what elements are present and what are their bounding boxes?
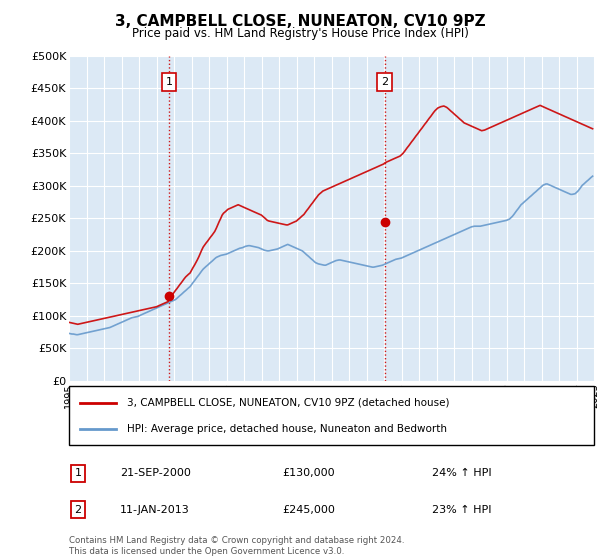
Text: 2: 2: [381, 77, 388, 87]
Text: £245,000: £245,000: [282, 505, 335, 515]
Text: 3, CAMPBELL CLOSE, NUNEATON, CV10 9PZ (detached house): 3, CAMPBELL CLOSE, NUNEATON, CV10 9PZ (d…: [127, 398, 449, 408]
Text: £130,000: £130,000: [282, 468, 335, 478]
Text: Contains HM Land Registry data © Crown copyright and database right 2024.
This d: Contains HM Land Registry data © Crown c…: [69, 536, 404, 556]
Text: 21-SEP-2000: 21-SEP-2000: [120, 468, 191, 478]
Text: 24% ↑ HPI: 24% ↑ HPI: [432, 468, 491, 478]
Text: 1: 1: [166, 77, 173, 87]
Text: HPI: Average price, detached house, Nuneaton and Bedworth: HPI: Average price, detached house, Nune…: [127, 424, 447, 434]
Text: 3, CAMPBELL CLOSE, NUNEATON, CV10 9PZ: 3, CAMPBELL CLOSE, NUNEATON, CV10 9PZ: [115, 14, 485, 29]
Text: 23% ↑ HPI: 23% ↑ HPI: [432, 505, 491, 515]
Text: 11-JAN-2013: 11-JAN-2013: [120, 505, 190, 515]
Text: 2: 2: [74, 505, 82, 515]
Text: Price paid vs. HM Land Registry's House Price Index (HPI): Price paid vs. HM Land Registry's House …: [131, 27, 469, 40]
Text: 1: 1: [74, 468, 82, 478]
